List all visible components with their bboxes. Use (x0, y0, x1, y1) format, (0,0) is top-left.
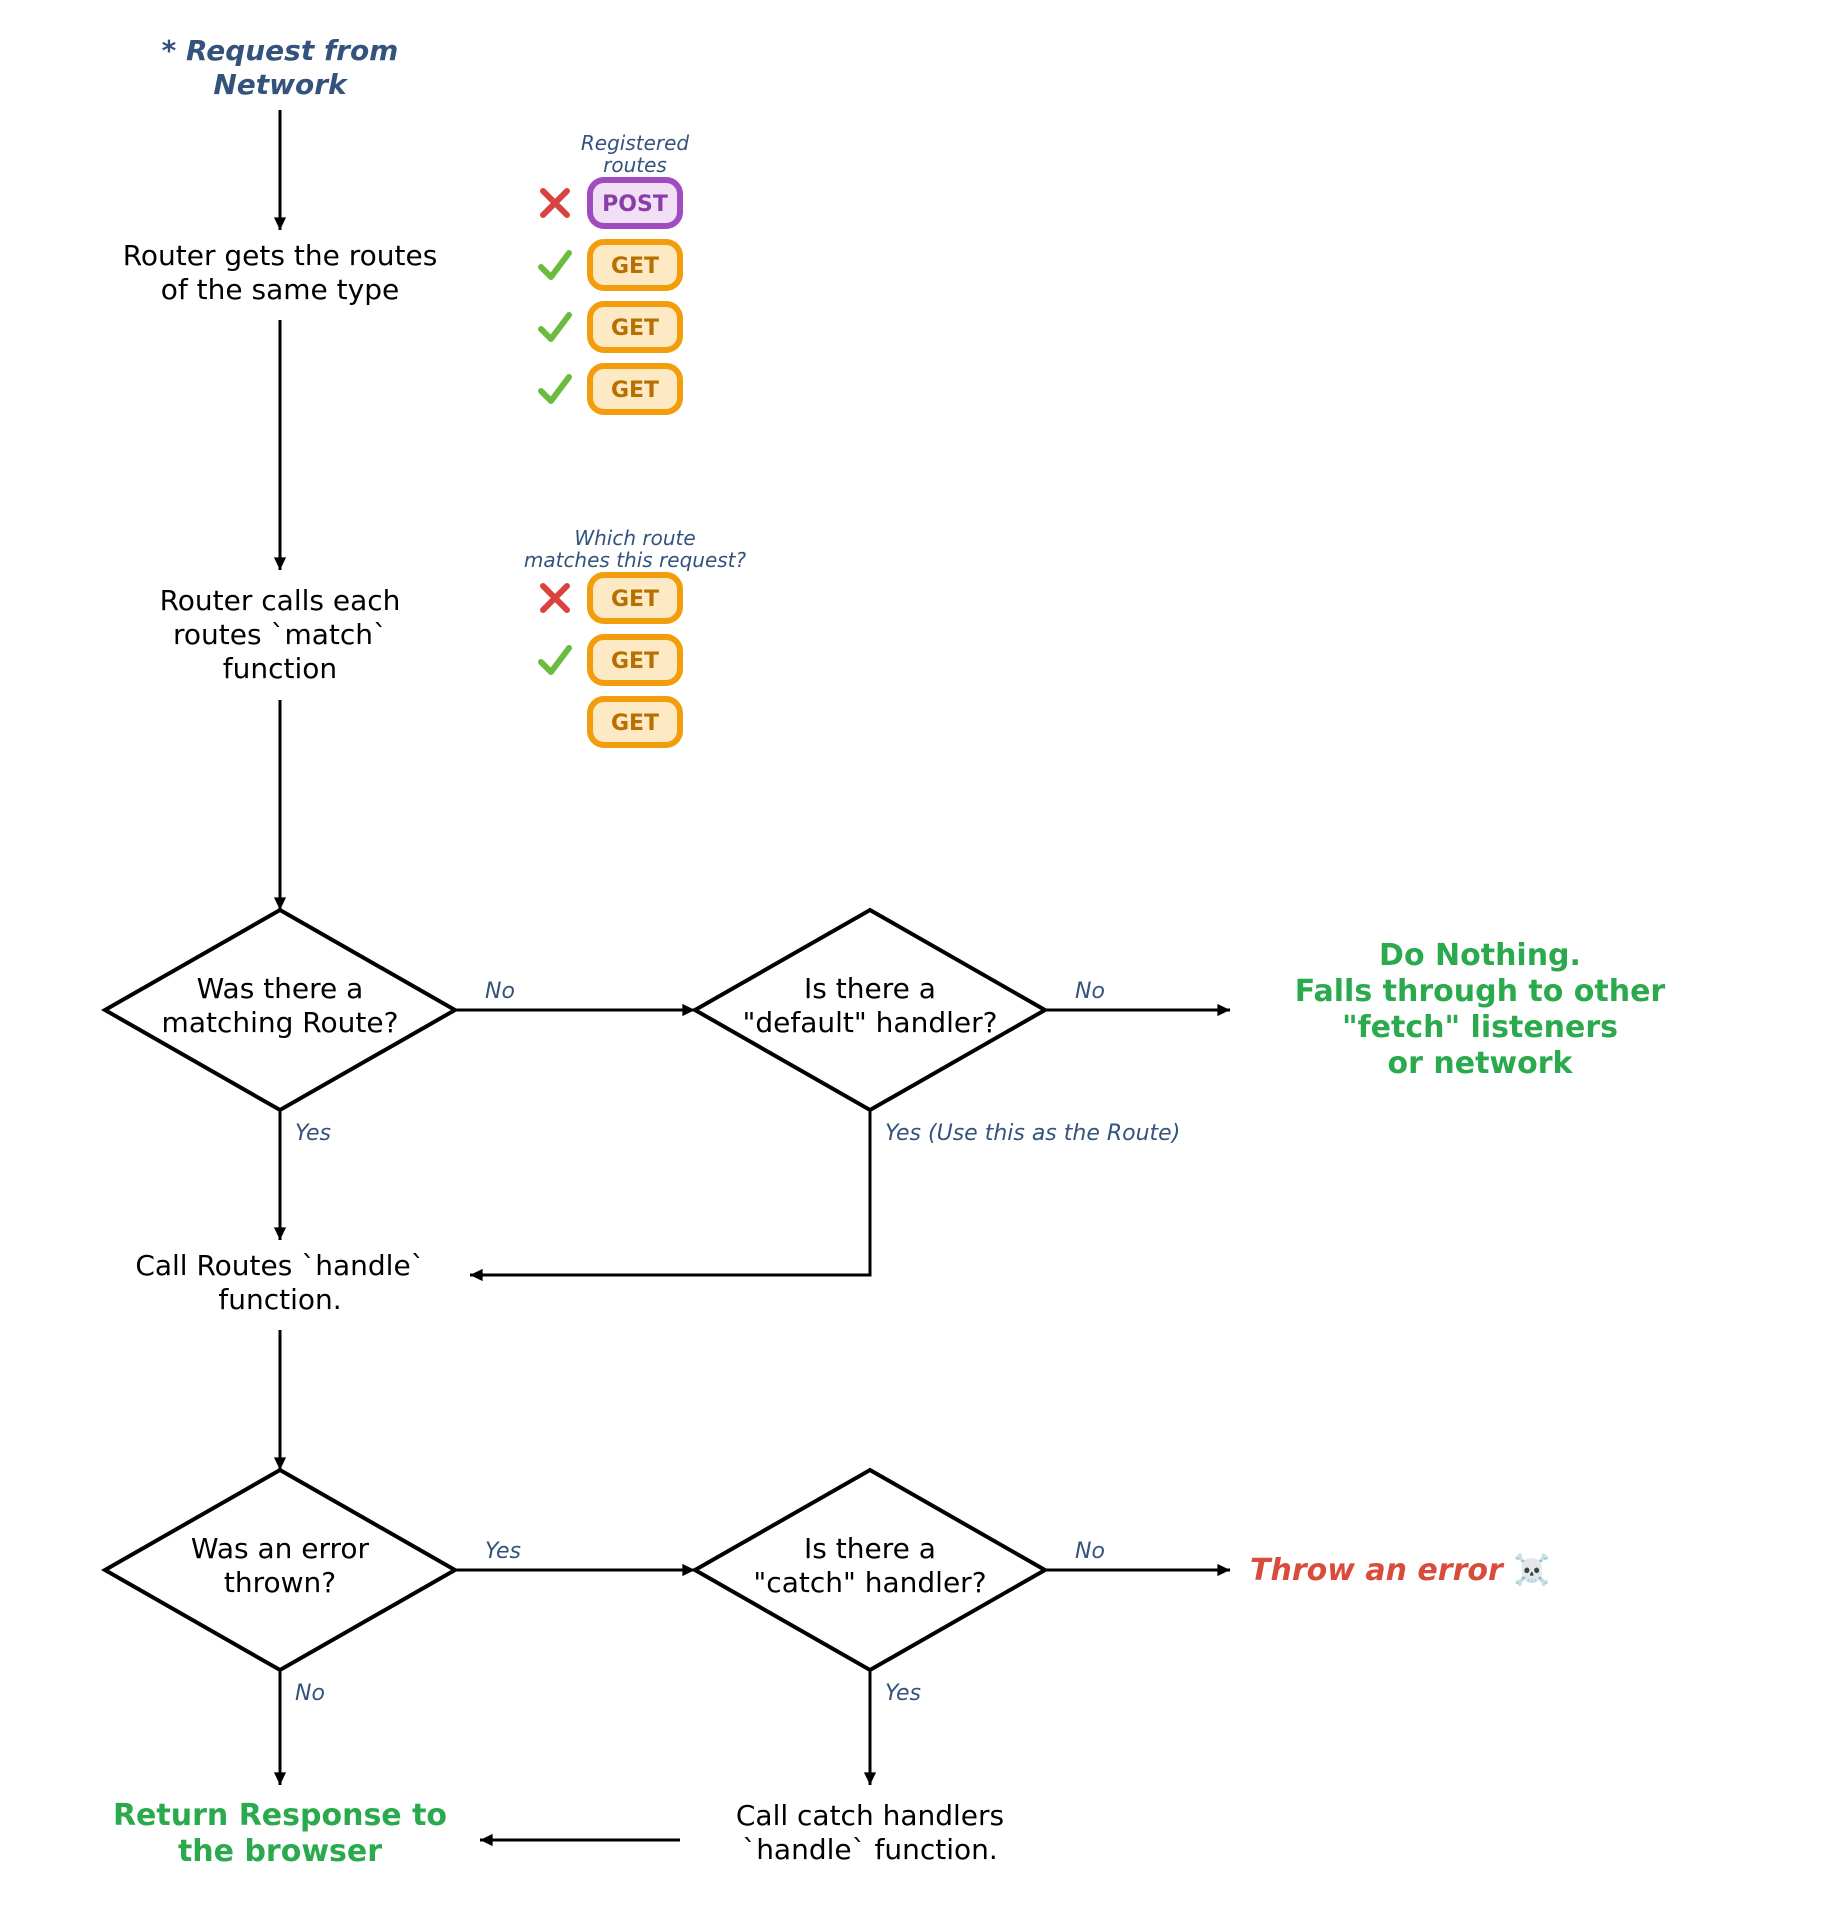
flowchart-canvas: * Request fromNetwork Router gets the rou… (0, 0, 1823, 1925)
decision-matching-route: Was there amatching Route? (162, 972, 399, 1039)
edge-label: Yes (485, 1539, 521, 1564)
route-chip (590, 304, 680, 350)
edge-label: No (295, 1681, 325, 1706)
step2-text: Router calls eachroutes `match`function (160, 584, 401, 685)
registered-routes-caption: Registeredroutes (581, 131, 690, 177)
route-chip (590, 180, 680, 226)
edge-label: No (485, 979, 515, 1004)
decision-error-thrown: Was an errorthrown? (191, 1532, 370, 1599)
edge-label: Yes (Use this as the Route) (885, 1121, 1180, 1146)
route-chip (590, 699, 680, 745)
match-caption: Which routematches this request? (524, 526, 747, 572)
step1-text: Router gets the routesof the same type (123, 239, 438, 306)
start-label-text: * Request fromNetwork (162, 34, 399, 101)
decision-catch-handler: Is there a"catch" handler? (753, 1532, 986, 1599)
edge-label: No (1075, 979, 1105, 1004)
step-call-handle: Call Routes `handle`function. (135, 1249, 424, 1316)
route-chip (590, 366, 680, 412)
skull-icon: ☠️ (1513, 1552, 1550, 1588)
route-chip (590, 575, 680, 621)
step-call-catch: Call catch handlers`handle` function. (736, 1799, 1004, 1866)
decision-default-handler: Is there a"default" handler? (743, 972, 998, 1039)
edge-label: Yes (885, 1681, 921, 1706)
route-chip (590, 637, 680, 683)
edge-label: No (1075, 1539, 1105, 1564)
route-chip (590, 242, 680, 288)
terminal-do-nothing: Do Nothing.Falls through to other"fetch"… (1295, 938, 1666, 1081)
terminal-throw-error: Throw an error ☠️ (1250, 1552, 1551, 1588)
terminal-return-response: Return Response tothe browser (113, 1798, 447, 1869)
edge-label: Yes (295, 1121, 331, 1146)
